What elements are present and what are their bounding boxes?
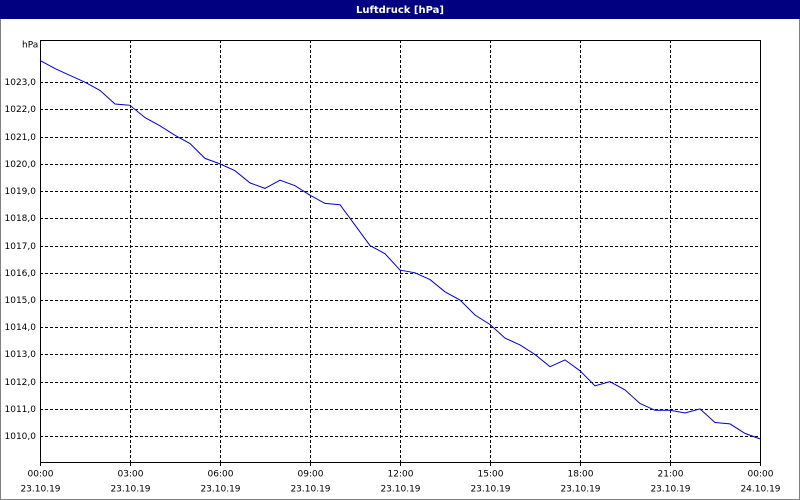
y-tick-label: 1021,0 (5, 133, 37, 143)
x-tick-date: 23.10.19 (650, 485, 690, 495)
x-tick-label: 00:00 (28, 470, 54, 480)
x-tick-label: 18:00 (568, 470, 594, 480)
y-tick-label: 1018,0 (5, 214, 37, 224)
x-tick-label: 00:00 (748, 470, 774, 480)
y-tick-label: 1014,0 (5, 323, 37, 333)
x-tick-date: 23.10.19 (560, 485, 600, 495)
y-tick-label: 1015,0 (5, 296, 37, 306)
x-tick-label: 21:00 (658, 470, 684, 480)
data-line (39, 59, 761, 440)
y-axis-label: hPa (22, 41, 38, 51)
x-tick-date: 23.10.19 (290, 485, 330, 495)
x-tick-label: 03:00 (118, 470, 144, 480)
x-tick-date: 24.10.19 (740, 485, 780, 495)
x-tick-date: 23.10.19 (200, 485, 240, 495)
chart-title: Luftdruck [hPa] (356, 5, 444, 16)
x-tick-date: 23.10.19 (380, 485, 420, 495)
y-tick-label: 1013,0 (5, 350, 37, 360)
y-tick-label: 1016,0 (5, 269, 37, 279)
y-tick-label: 1010,0 (5, 432, 37, 442)
y-tick-label: 1023,0 (5, 78, 37, 88)
x-tick-date: 23.10.19 (20, 485, 60, 495)
y-tick-label: 1019,0 (5, 187, 37, 197)
y-tick-label: 1012,0 (5, 378, 37, 388)
x-tick-date: 23.10.19 (470, 485, 510, 495)
title-bar (0, 0, 800, 19)
x-tick-label: 06:00 (208, 470, 234, 480)
y-tick-label: 1022,0 (5, 105, 37, 115)
x-tick-date: 23.10.19 (110, 485, 150, 495)
y-tick-label: 1011,0 (5, 405, 37, 415)
y-tick-label: 1020,0 (5, 160, 37, 170)
y-tick-label: 1017,0 (5, 242, 37, 252)
x-tick-label: 09:00 (298, 470, 324, 480)
x-tick-label: 12:00 (388, 470, 414, 480)
x-tick-label: 15:00 (478, 470, 504, 480)
